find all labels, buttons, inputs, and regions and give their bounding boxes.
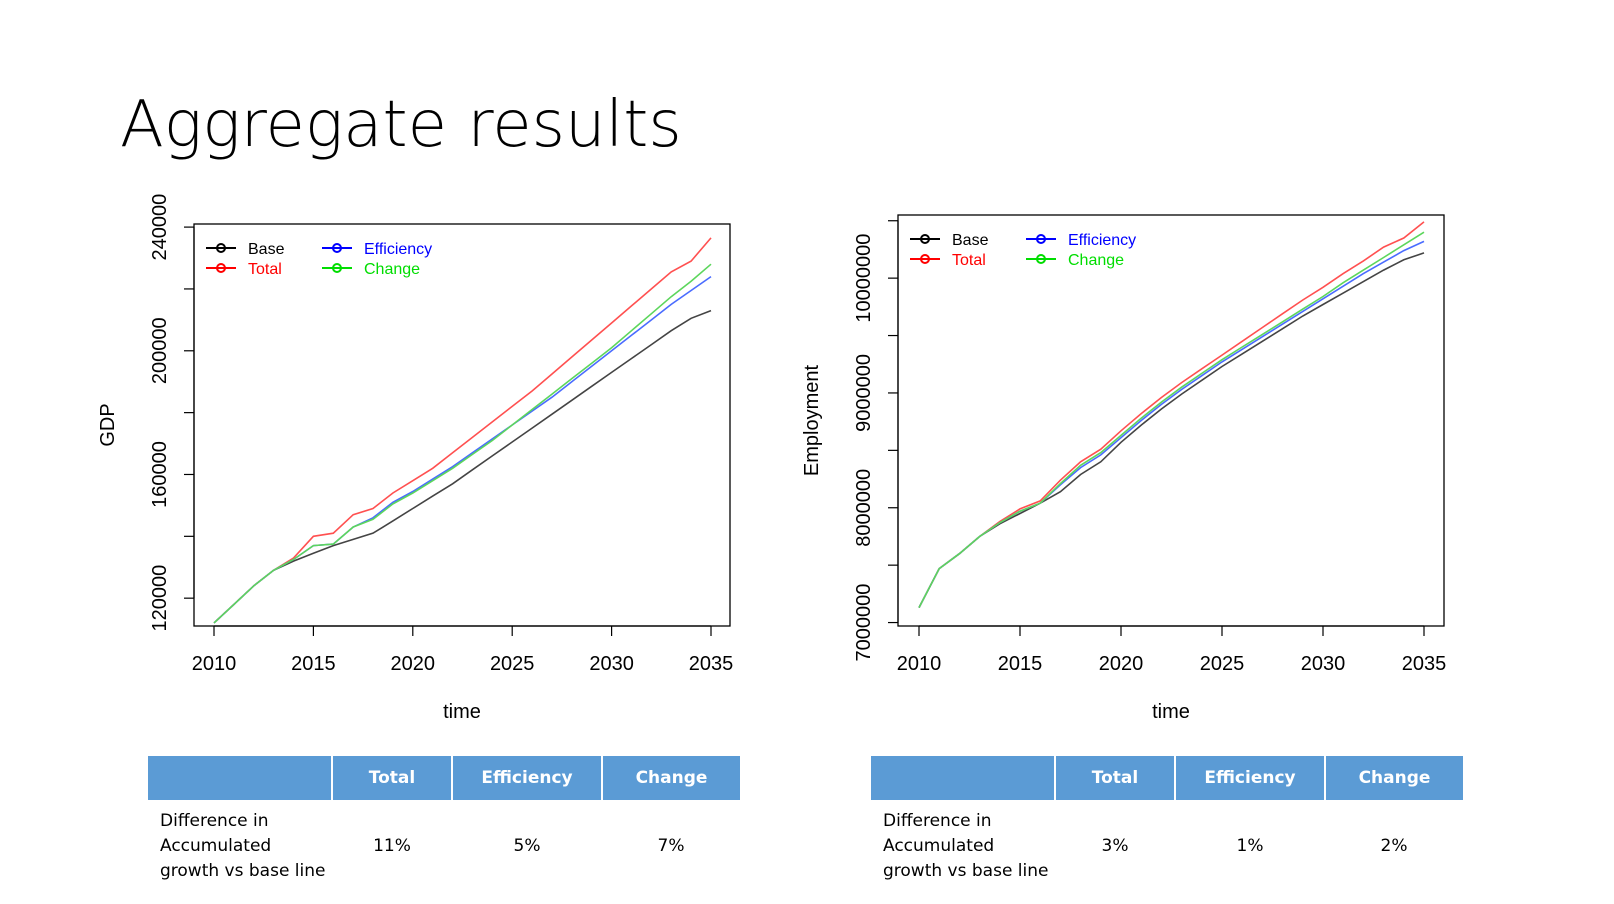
- legend-marker: [332, 263, 342, 273]
- value-change: 7%: [657, 836, 685, 856]
- row-label-line: Accumulated: [883, 835, 995, 856]
- y-tick-label: 10000000: [853, 234, 875, 323]
- legend-label: Base: [248, 241, 285, 258]
- legend-marker: [216, 263, 226, 273]
- legend-label: Base: [952, 232, 989, 249]
- legend-marker: [920, 234, 930, 244]
- table-header-change: Change: [1325, 756, 1463, 800]
- y-tick-label: 9000000: [853, 354, 875, 432]
- table-header-row: Total Efficiency Change: [871, 756, 1463, 800]
- legend-label: Total: [952, 252, 986, 269]
- y-tick-label: 200000: [149, 317, 171, 384]
- employment-chart: 2010 2015 2020 2025 2030 2035 7000000 8000000 90…: [801, 214, 1447, 723]
- legend-marker: [216, 243, 226, 253]
- table-header-empty: [148, 756, 333, 800]
- row-label-line: growth vs base line: [160, 860, 326, 881]
- table-header-row: Total Efficiency Change: [148, 756, 740, 800]
- legend-marker: [920, 254, 930, 264]
- x-tick-label: 2025: [490, 653, 535, 675]
- employment-summary-table: Total Efficiency Change Difference in Ac…: [871, 756, 1463, 892]
- row-label-line: growth vs base line: [883, 860, 1049, 881]
- legend-marker: [1036, 234, 1046, 244]
- x-tick-label: 2020: [391, 653, 436, 675]
- table-header-total: Total: [332, 756, 453, 800]
- row-label: Difference in Accumulated growth vs base…: [871, 800, 1055, 892]
- gdp-summary-table: Total Efficiency Change Difference in Ac…: [148, 756, 740, 892]
- series-line-base: [213, 309, 712, 624]
- series-line-total: [213, 237, 712, 624]
- x-tick-label: 2010: [897, 653, 942, 675]
- slide-title: Aggregate results: [120, 88, 682, 162]
- row-label: Difference in Accumulated growth vs base…: [148, 800, 332, 892]
- legend-label: Total: [248, 261, 282, 278]
- legend-marker: [332, 243, 342, 253]
- value-total: 3%: [1101, 836, 1129, 856]
- row-label-line: Difference in: [160, 810, 269, 831]
- y-tick-label: 240000: [149, 194, 171, 261]
- y-tick-label: 120000: [149, 565, 171, 632]
- table-row: Difference in Accumulated growth vs base…: [871, 800, 1463, 892]
- series-line-efficiency: [918, 240, 1425, 608]
- table-header-efficiency: Efficiency: [1175, 756, 1326, 800]
- y-axis-title: Employment: [801, 364, 823, 476]
- x-tick-label: 2035: [689, 653, 734, 675]
- value-change: 2%: [1380, 836, 1408, 856]
- x-tick-label: 2030: [1301, 653, 1346, 675]
- legend-marker: [1036, 254, 1046, 264]
- value-total: 11%: [373, 836, 411, 856]
- table-header-total: Total: [1055, 756, 1176, 800]
- series-line-change: [918, 231, 1425, 608]
- value-efficiency: 1%: [1236, 836, 1264, 856]
- table-header-change: Change: [602, 756, 740, 800]
- x-tick-label: 2020: [1099, 653, 1144, 675]
- series-line-base: [918, 252, 1425, 608]
- row-label-line: Difference in: [883, 810, 992, 831]
- gdp-chart: 2010 2015 2020 2025 2030 2035 120000 160000 2000…: [97, 194, 734, 723]
- value-efficiency: 5%: [513, 836, 541, 856]
- table-row: Difference in Accumulated growth vs base…: [148, 800, 740, 892]
- series-line-change: [213, 263, 712, 624]
- x-axis-title: time: [1152, 701, 1190, 723]
- table-header-empty: [871, 756, 1056, 800]
- legend-label: Efficiency: [364, 241, 432, 258]
- x-axis-title: time: [443, 701, 481, 723]
- series-line-total: [918, 221, 1425, 608]
- x-tick-label: 2025: [1200, 653, 1245, 675]
- table-header-efficiency: Efficiency: [452, 756, 603, 800]
- row-label-line: Accumulated: [160, 835, 272, 856]
- legend-label: Change: [1068, 252, 1124, 269]
- x-tick-label: 2030: [589, 653, 634, 675]
- x-tick-label: 2015: [291, 653, 336, 675]
- legend-label: Change: [364, 261, 420, 278]
- x-tick-label: 2010: [192, 653, 237, 675]
- y-axis-title: GDP: [97, 403, 119, 446]
- x-tick-label: 2015: [998, 653, 1043, 675]
- legend-label: Efficiency: [1068, 232, 1136, 249]
- y-tick-label: 160000: [149, 441, 171, 508]
- y-tick-label: 8000000: [853, 469, 875, 547]
- y-tick-label: 7000000: [853, 584, 875, 662]
- x-tick-label: 2035: [1402, 653, 1447, 675]
- plot-frame: [897, 214, 1445, 627]
